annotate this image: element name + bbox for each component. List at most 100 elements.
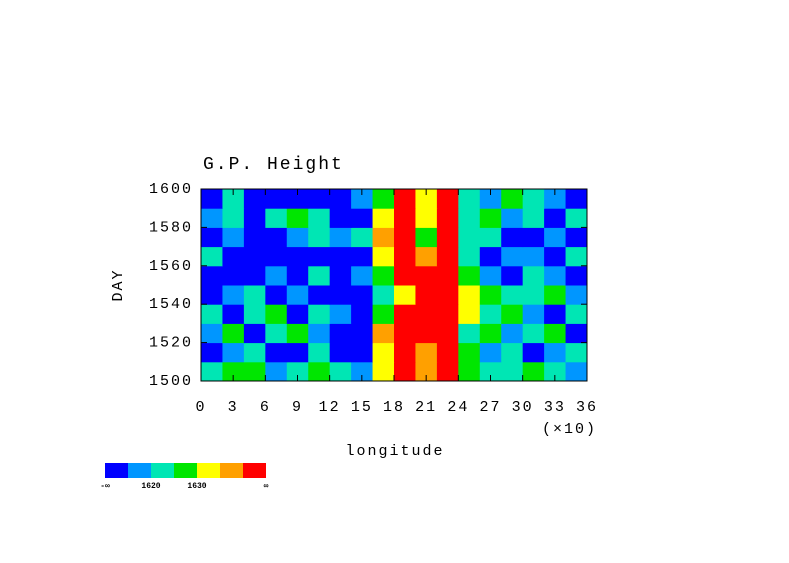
heat-cell: [501, 227, 524, 248]
colorbar-swatch: [105, 463, 128, 478]
y-axis-label: DAY: [110, 268, 127, 301]
x-tick-label: 24: [447, 399, 469, 416]
heat-cell: [415, 227, 438, 248]
heat-cell: [286, 265, 309, 286]
x-multiplier: (×10): [542, 421, 597, 438]
heat-cell: [308, 361, 331, 382]
heat-cell: [243, 342, 266, 363]
heat-cell: [222, 265, 245, 286]
heat-cell: [436, 285, 459, 305]
heat-cell: [222, 246, 245, 267]
heat-cell: [201, 285, 223, 305]
heat-cell: [329, 342, 352, 363]
heat-cell: [479, 208, 502, 228]
heat-cell: [201, 323, 223, 344]
heat-cell: [394, 323, 416, 344]
heat-cell: [329, 189, 352, 209]
heat-cell: [286, 361, 309, 382]
heat-cell: [308, 208, 331, 228]
colorbar-swatch: [151, 463, 174, 478]
heat-cell: [458, 227, 481, 248]
heat-cell: [501, 304, 524, 324]
heat-cell: [544, 304, 567, 324]
chart-title: G.P. Height: [203, 155, 344, 175]
heat-cell: [436, 323, 459, 344]
heat-cell: [458, 246, 481, 267]
heat-cell: [479, 227, 502, 248]
x-tick-label: 0: [195, 399, 206, 416]
heat-cell: [458, 361, 481, 382]
heat-cell: [415, 246, 438, 267]
heat-cell: [286, 304, 309, 324]
heat-cell: [522, 265, 545, 286]
heat-cell: [394, 189, 416, 209]
heat-cell: [222, 227, 245, 248]
heat-cell: [415, 304, 438, 324]
heat-cell: [351, 342, 374, 363]
heat-cell: [372, 246, 395, 267]
colorbar-label: ∞: [264, 482, 269, 491]
heat-cell: [222, 304, 245, 324]
x-tick-label: 18: [383, 399, 405, 416]
heat-cell: [201, 342, 223, 363]
x-tick-label: 9: [292, 399, 303, 416]
heat-cell: [394, 265, 416, 286]
x-tick-label: 33: [544, 399, 566, 416]
heat-cell: [372, 323, 395, 344]
heat-cell: [201, 361, 223, 382]
heat-cell: [222, 361, 245, 382]
heat-cell: [565, 304, 588, 324]
heat-cell: [458, 323, 481, 344]
heat-cell: [479, 265, 502, 286]
heat-cell: [265, 189, 288, 209]
heat-cell: [415, 265, 438, 286]
heat-cell: [201, 227, 223, 248]
x-tick-label: 6: [260, 399, 271, 416]
heat-cell: [522, 323, 545, 344]
heat-cell: [286, 285, 309, 305]
heat-cell: [522, 246, 545, 267]
heat-cell: [372, 189, 395, 209]
heat-cell: [243, 227, 266, 248]
x-tick-label: 27: [479, 399, 501, 416]
heat-cell: [565, 208, 588, 228]
heat-cell: [544, 246, 567, 267]
heat-cell: [458, 285, 481, 305]
heat-cell: [501, 208, 524, 228]
heat-cell: [286, 189, 309, 209]
heat-cell: [501, 323, 524, 344]
heat-cell: [265, 208, 288, 228]
heat-cell: [565, 189, 588, 209]
heat-cell: [243, 285, 266, 305]
heat-cell: [308, 323, 331, 344]
heat-cell: [222, 208, 245, 228]
heat-cell: [544, 227, 567, 248]
heat-cell: [436, 189, 459, 209]
heat-cell: [222, 189, 245, 209]
x-tick-label: 30: [512, 399, 534, 416]
heat-cell: [265, 304, 288, 324]
heat-cell: [415, 342, 438, 363]
heat-cell: [222, 342, 245, 363]
heat-cell: [308, 285, 331, 305]
heat-cell: [479, 189, 502, 209]
heat-cell: [243, 265, 266, 286]
heat-cell: [265, 323, 288, 344]
heat-cell: [265, 342, 288, 363]
heat-cell: [372, 361, 395, 382]
heat-cell: [394, 285, 416, 305]
heat-cell: [436, 227, 459, 248]
heat-cell: [415, 285, 438, 305]
heat-cell: [565, 342, 588, 363]
heat-cell: [329, 323, 352, 344]
heat-cell: [544, 285, 567, 305]
colorbar-swatch: [174, 463, 197, 478]
heat-cell: [286, 323, 309, 344]
heat-cell: [501, 246, 524, 267]
heat-cell: [565, 246, 588, 267]
colorbar-swatch: [197, 463, 220, 478]
heat-cell: [544, 342, 567, 363]
heat-cell: [372, 304, 395, 324]
heat-cell: [501, 189, 524, 209]
